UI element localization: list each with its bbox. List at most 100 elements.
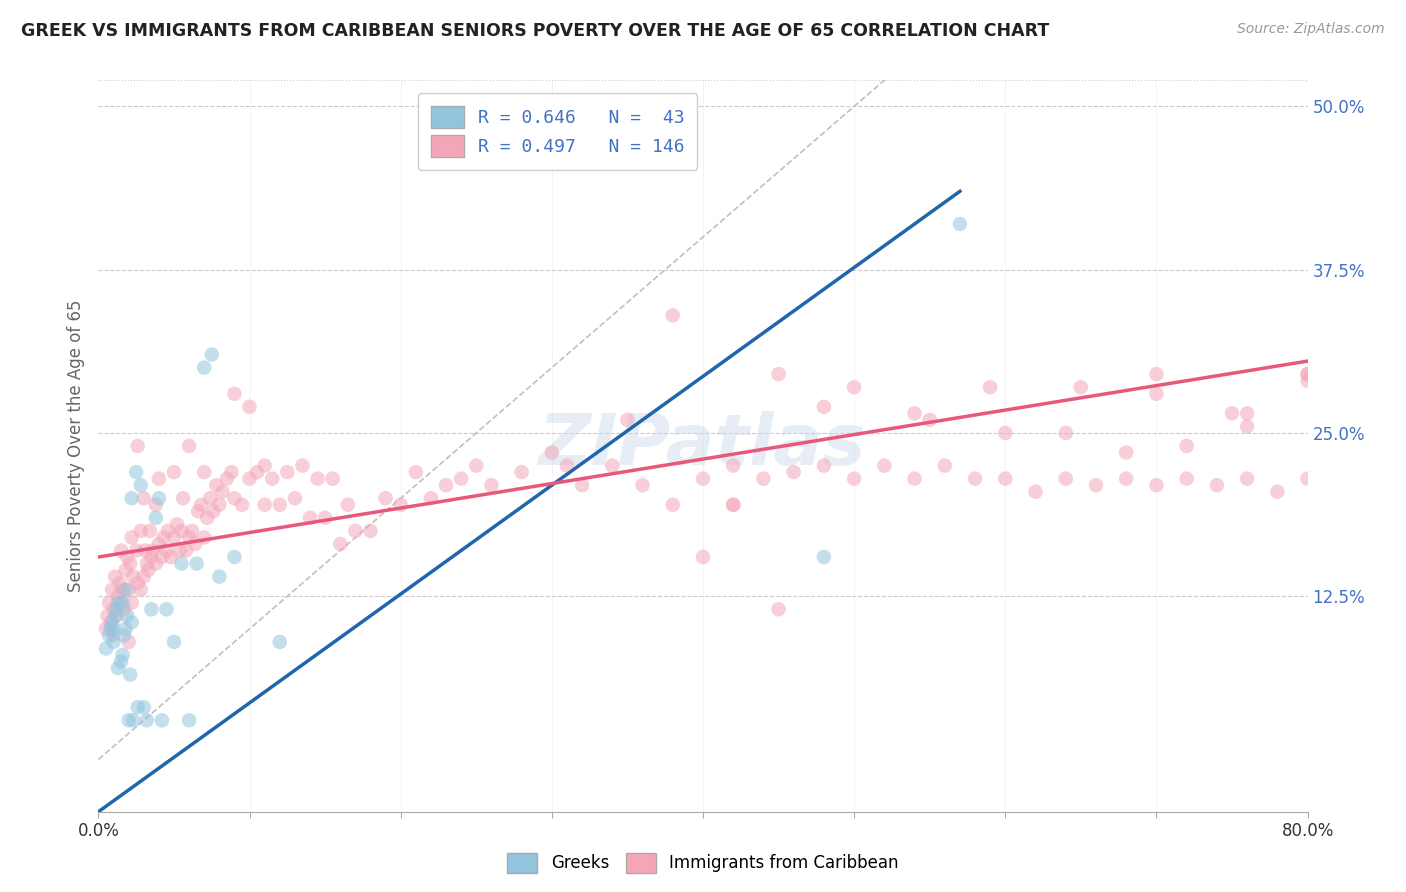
Point [142,543,165,558]
Point [844,472,866,486]
Point [105,608,128,623]
Point [101,615,124,630]
Point [100,622,122,636]
Point [141,549,163,564]
Point [200,491,222,506]
Point [184,537,207,551]
Point [299,511,322,525]
Point [1296,374,1319,388]
Point [172,491,194,506]
Point [253,458,276,473]
Point [329,537,352,551]
Point [121,615,143,630]
Point [873,458,896,473]
Point [122,569,145,583]
Point [752,472,775,486]
Point [155,602,177,616]
Point [602,458,624,473]
Point [195,511,218,525]
Point [150,549,173,564]
Point [1267,484,1289,499]
Point [114,622,136,636]
Point [692,549,714,564]
Point [205,478,228,492]
Point [269,498,291,512]
Point [616,413,638,427]
Point [1220,406,1243,420]
Point [723,498,745,512]
Point [179,530,201,544]
Point [111,596,134,610]
Point [170,524,193,538]
Point [181,524,204,538]
Point [307,472,329,486]
Text: Source: ZipAtlas.com: Source: ZipAtlas.com [1237,22,1385,37]
Point [163,465,186,479]
Point [1144,386,1167,401]
Point [555,458,578,473]
Point [904,406,927,420]
Point [129,478,152,492]
Point [1054,472,1077,486]
Point [125,465,148,479]
Point [262,472,284,486]
Point [187,504,209,518]
Point [949,217,972,231]
Point [510,465,533,479]
Point [269,635,291,649]
Point [1175,472,1198,486]
Point [571,478,593,492]
Point [211,484,233,499]
Point [284,491,307,506]
Point [100,615,122,630]
Point [163,530,186,544]
Point [152,530,174,544]
Point [934,458,956,473]
Point [201,348,224,362]
Point [114,563,136,577]
Point [107,661,129,675]
Point [132,700,155,714]
Point [132,491,155,506]
Point [105,602,128,616]
Point [692,472,714,486]
Point [1296,367,1319,381]
Point [132,569,155,583]
Point [768,367,790,381]
Point [135,714,157,728]
Point [118,582,141,597]
Point [208,569,231,583]
Point [111,582,134,597]
Point [239,400,262,414]
Point [190,498,212,512]
Point [174,543,197,558]
Point [160,549,183,564]
Point [98,628,121,642]
Point [768,602,790,616]
Point [121,530,143,544]
Point [110,655,132,669]
Point [1206,478,1229,492]
Point [1070,380,1092,394]
Point [96,608,118,623]
Point [155,543,177,558]
Point [1054,425,1077,440]
Point [104,569,127,583]
Point [540,445,562,459]
Point [145,498,167,512]
Point [122,714,145,728]
Point [193,465,215,479]
Point [1024,484,1046,499]
Point [783,465,806,479]
Point [141,602,163,616]
Point [1236,472,1258,486]
Point [170,557,193,571]
Point [336,498,359,512]
Point [215,472,238,486]
Y-axis label: Seniors Poverty Over the Age of 65: Seniors Poverty Over the Age of 65 [66,300,84,592]
Point [156,524,179,538]
Point [208,498,231,512]
Point [103,628,125,642]
Point [465,458,488,473]
Point [193,360,215,375]
